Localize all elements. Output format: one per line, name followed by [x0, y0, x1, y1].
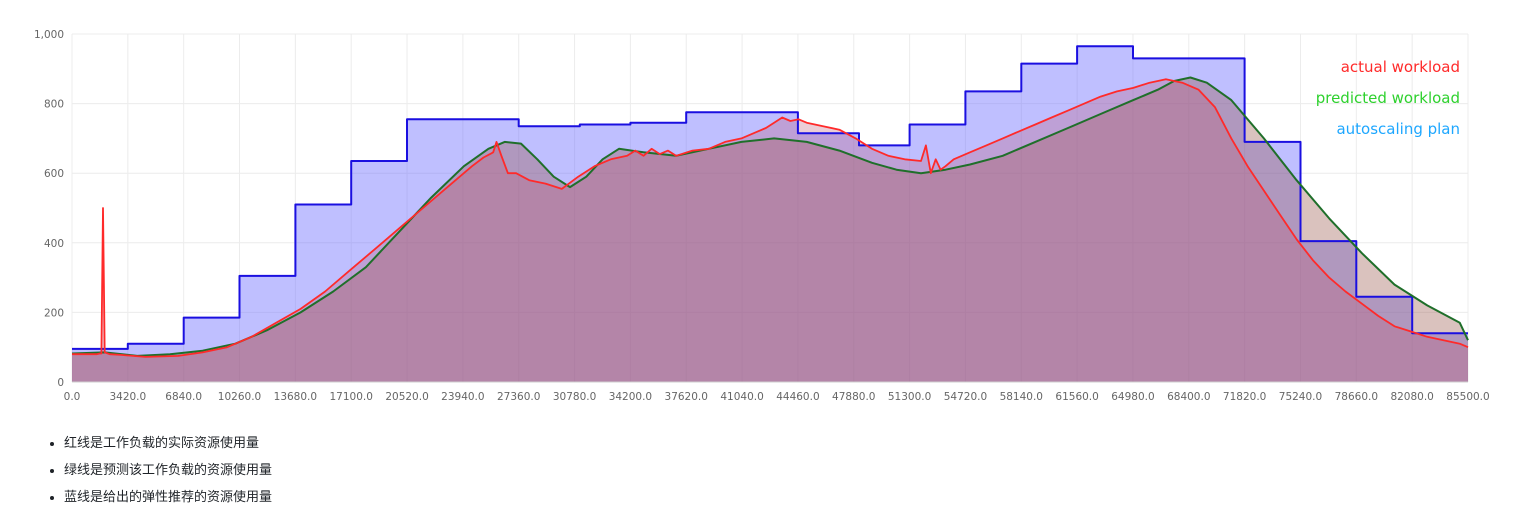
- x-tick-label: 75240.0: [1279, 391, 1322, 403]
- notes-list: 红线是工作负载的实际资源使用量 绿线是预测该工作负载的资源使用量 蓝线是给出的弹…: [40, 430, 272, 511]
- x-tick-label: 6840.0: [165, 391, 202, 403]
- x-tick-label: 10260.0: [218, 391, 261, 403]
- x-tick-label: 61560.0: [1055, 391, 1098, 403]
- autoscaling-plan-line: [72, 45, 1468, 350]
- x-tick-label: 82080.0: [1390, 391, 1433, 403]
- x-tick-label: 47880.0: [832, 391, 875, 403]
- x-tick-label: 30780.0: [553, 391, 596, 403]
- x-tick-label: 71820.0: [1223, 391, 1266, 403]
- predicted-workload-line: [71, 76, 1469, 357]
- note-item-blue: 蓝线是给出的弹性推荐的资源使用量: [64, 484, 272, 511]
- x-tick-label: 54720.0: [944, 391, 987, 403]
- x-tick-label: 13680.0: [274, 391, 317, 403]
- x-tick-label: 44460.0: [776, 391, 819, 403]
- actual-workload-area: [72, 79, 1468, 382]
- autoscaling-plan-area: [72, 46, 1468, 382]
- x-tick-label: 34200.0: [609, 391, 652, 403]
- x-tick-label: 27360.0: [497, 391, 540, 403]
- y-tick-label: 0: [57, 377, 64, 389]
- series-lines: [71, 45, 1469, 358]
- x-tick-label: 23940.0: [441, 391, 484, 403]
- x-tick-label: 64980.0: [1111, 391, 1154, 403]
- legend-item-actual-workload: actual workload: [1341, 58, 1460, 76]
- predicted-workload-area: [72, 77, 1468, 382]
- x-tick-label: 78660.0: [1335, 391, 1378, 403]
- y-tick-label: 800: [44, 99, 64, 111]
- legend: actual workload predicted workload autosca…: [1316, 58, 1460, 138]
- note-item-green: 绿线是预测该工作负载的资源使用量: [64, 457, 272, 484]
- chart-svg: 0.0 3420.0 6840.0 10260.0 13680.0 17100.0 2052…: [34, 29, 1490, 403]
- y-tick-label: 200: [44, 307, 64, 319]
- y-tick-label: 400: [44, 238, 64, 250]
- legend-item-autoscaling-plan: autoscaling plan: [1336, 120, 1460, 138]
- actual-workload-line: [72, 78, 1469, 358]
- x-tick-label: 68400.0: [1167, 391, 1210, 403]
- x-tick-label: 85500.0: [1446, 391, 1489, 403]
- x-tick-label: 37620.0: [665, 391, 708, 403]
- x-tick-label: 3420.0: [109, 391, 146, 403]
- legend-item-predicted-workload: predicted workload: [1316, 89, 1460, 107]
- series-areas: [72, 46, 1468, 382]
- y-tick-label: 1,000: [34, 29, 64, 41]
- x-tick-label: 58140.0: [1000, 391, 1043, 403]
- x-tick-label: 51300.0: [888, 391, 931, 403]
- y-tick-label: 600: [44, 168, 64, 180]
- x-tick-label: 0.0: [64, 391, 81, 403]
- x-tick-label: 17100.0: [329, 391, 372, 403]
- axis-tick-labels: 0.0 3420.0 6840.0 10260.0 13680.0 17100.0 2052…: [34, 29, 1490, 403]
- workload-chart: 0.0 3420.0 6840.0 10260.0 13680.0 17100.0 2052…: [34, 29, 1490, 403]
- x-tick-label: 20520.0: [385, 391, 428, 403]
- note-item-red: 红线是工作负载的实际资源使用量: [64, 430, 272, 457]
- x-tick-label: 41040.0: [720, 391, 763, 403]
